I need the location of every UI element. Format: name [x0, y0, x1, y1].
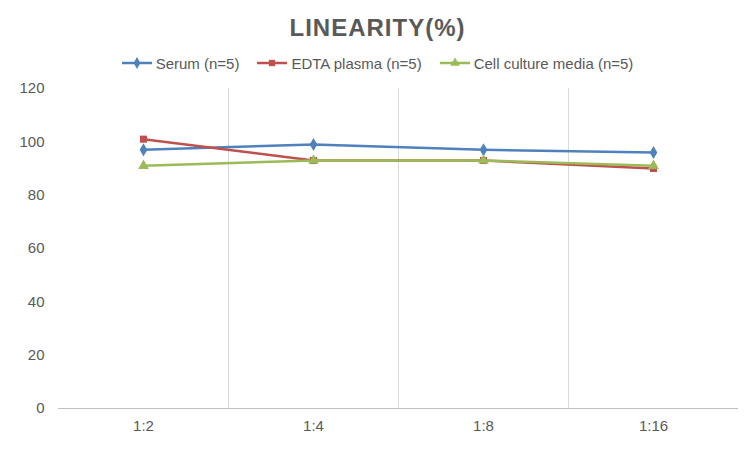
svg-text:80: 80 — [28, 186, 45, 203]
svg-text:40: 40 — [28, 293, 45, 310]
html-text:LINEARITY(%): LINEARITY(%) — [289, 14, 466, 41]
svg-text:1:4: 1:4 — [303, 417, 324, 434]
html-text:EDTA plasma (n=5): EDTA plasma (n=5) — [291, 54, 422, 72]
svg-text:1:16: 1:16 — [639, 417, 668, 434]
svg-text:100: 100 — [19, 133, 44, 150]
svg-text:1:2: 1:2 — [133, 417, 154, 434]
html-text:Cell culture media (n=5): Cell culture media (n=5) — [473, 54, 634, 72]
svg-text:20: 20 — [28, 346, 45, 363]
svg-text:1:8: 1:8 — [473, 417, 494, 434]
svg-text:120: 120 — [19, 79, 44, 96]
svg-text:60: 60 — [28, 239, 45, 256]
html-text:Serum (n=5): Serum (n=5) — [155, 54, 240, 72]
svg-text:0: 0 — [36, 399, 44, 416]
